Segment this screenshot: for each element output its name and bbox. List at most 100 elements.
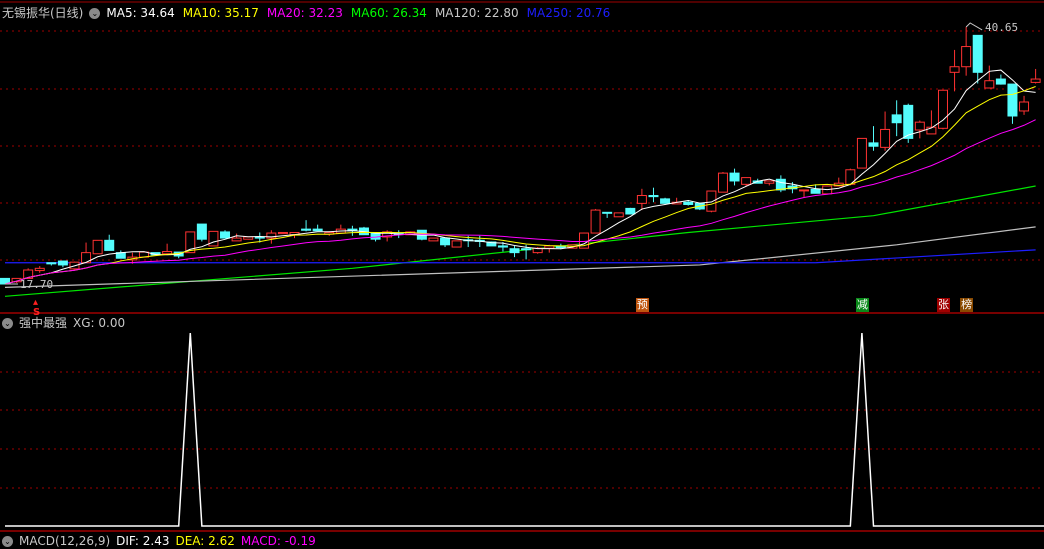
ma120-line (4, 226, 1036, 288)
indicator-lines (5, 332, 1044, 527)
candle (382, 230, 393, 242)
chevron-down-icon[interactable]: ⌄ (89, 7, 101, 19)
candle (799, 189, 810, 198)
candle (1007, 83, 1018, 124)
ma-values: MA5: 34.64 MA10: 35.17 MA20: 32.23 MA60: 26… (106, 5, 610, 21)
candle-body (741, 177, 752, 185)
candle-body (602, 211, 613, 214)
low-price-label: 17.70 (20, 278, 54, 291)
badge-yu[interactable]: 预 (635, 298, 649, 312)
ma-item-5: MA250: 20.76 (526, 6, 611, 20)
candle-body (266, 232, 277, 239)
candle-body (451, 240, 462, 248)
candle (602, 211, 613, 218)
badge-zhang[interactable]: 张 (936, 298, 950, 312)
chevron-down-icon[interactable]: ⌄ (2, 535, 13, 547)
xg-line (5, 332, 1044, 527)
candle (972, 34, 983, 84)
high-pointer (965, 22, 983, 31)
candle-body (937, 89, 948, 129)
candle (440, 237, 451, 248)
candle-body (104, 239, 115, 251)
candle-body (370, 232, 381, 240)
candle (648, 187, 659, 203)
candle (937, 89, 948, 130)
candle-body (984, 80, 995, 89)
candle (81, 242, 92, 264)
candle-body (660, 198, 671, 204)
candle-body (868, 142, 879, 147)
indicator-name: 强中最强 (19, 316, 68, 330)
ma20-line (4, 119, 1036, 285)
short-ma-lines (4, 22, 1036, 285)
candle-body (891, 114, 902, 124)
candle (358, 226, 369, 236)
candle (717, 172, 728, 193)
candle-body (196, 223, 207, 240)
badge-jian[interactable]: 减 (855, 298, 869, 312)
main-legend: 无锡振华(日线) ⌄ MA5: 34.64 MA10: 35.17 MA20: 32… (2, 5, 610, 21)
candle-body (23, 269, 34, 279)
candle (764, 180, 775, 186)
candle (868, 126, 879, 151)
candle-body (856, 137, 867, 169)
candle-body (521, 248, 532, 251)
candle-body (683, 201, 694, 205)
candle-body (949, 66, 960, 73)
candle-body (46, 262, 57, 265)
candle-body (961, 46, 972, 68)
candle (521, 244, 532, 260)
candle (162, 243, 173, 255)
macd-dif: DIF: 2.43 (116, 534, 170, 548)
indicator-value: XG: 0.00 (73, 316, 126, 330)
candle-body (254, 236, 265, 239)
candle-body (926, 126, 937, 135)
candle-body (34, 267, 45, 272)
badge-bang[interactable]: 榜 (960, 298, 974, 312)
high-price-label: 40.65 (985, 21, 1019, 34)
grid-lines (0, 1, 1044, 532)
candle-body (231, 237, 242, 242)
candle (509, 245, 520, 258)
candle-body (775, 178, 786, 191)
ma10-line (4, 86, 1036, 285)
candle (243, 236, 254, 240)
candle-body (185, 231, 196, 254)
ma-item-2: MA20: 32.23 (266, 6, 343, 20)
candle (104, 234, 115, 251)
candle-body (428, 237, 439, 242)
candle-body (1007, 83, 1018, 117)
candle (856, 137, 867, 169)
candle (220, 230, 231, 239)
candle (23, 268, 34, 279)
candle (995, 74, 1006, 85)
macd-name: MACD(12,26,9) (19, 534, 111, 548)
candle-body (1019, 101, 1030, 112)
chevron-down-icon[interactable]: ⌄ (2, 317, 13, 329)
candle-body (312, 228, 323, 232)
candle (926, 110, 937, 135)
candle-body (544, 245, 555, 249)
candle (486, 241, 497, 247)
candle-body (555, 245, 566, 249)
ma-item-0: MA5: 34.64 (106, 6, 175, 20)
candle (706, 190, 717, 213)
candle-body (92, 239, 103, 255)
candle (880, 111, 891, 151)
candle-body (729, 172, 740, 182)
candle-body (995, 78, 1006, 85)
candle (451, 240, 462, 248)
candle (312, 224, 323, 232)
candle (914, 120, 925, 139)
ma-item-1: MA10: 35.17 (182, 6, 259, 20)
candle-body (220, 231, 231, 239)
candle (891, 100, 902, 137)
ma-item-3: MA60: 26.34 (350, 6, 427, 20)
candle-body (706, 190, 717, 212)
candle-body (613, 212, 624, 218)
ma5-line (4, 69, 1036, 285)
candle-body (810, 188, 821, 194)
candle (949, 49, 960, 92)
candle (903, 103, 914, 143)
